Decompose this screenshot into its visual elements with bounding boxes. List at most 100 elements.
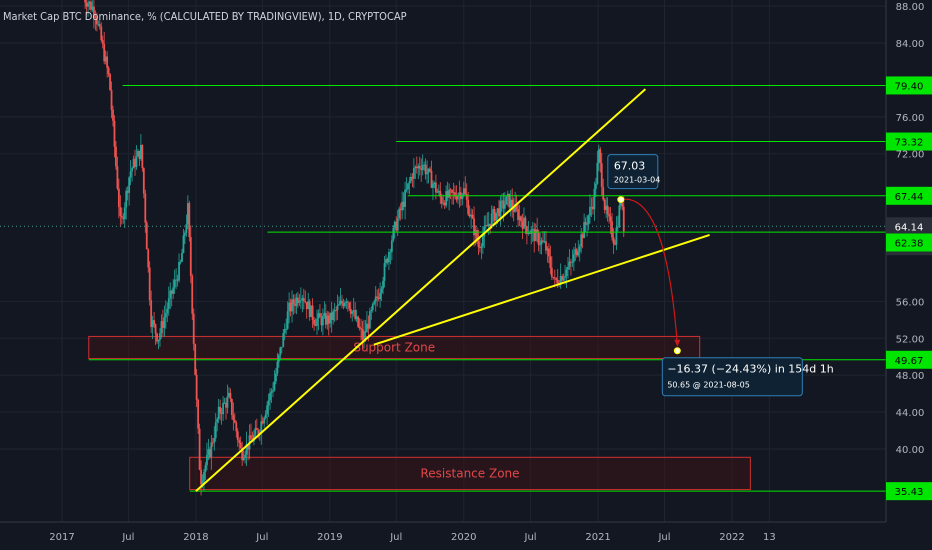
- candle: [270, 388, 273, 403]
- candle: [299, 287, 302, 309]
- candle-body: [367, 323, 370, 329]
- candle-body: [379, 292, 382, 300]
- candle: [238, 437, 241, 451]
- candle-body: [534, 229, 537, 241]
- candle: [399, 203, 402, 221]
- secondary-price-tag-text: 62.38: [895, 238, 924, 249]
- candle-body: [120, 215, 123, 218]
- candle-body: [426, 172, 428, 175]
- candle-body: [84, 0, 87, 3]
- projection-arrowhead: [674, 339, 681, 347]
- projection-arrow: [617, 196, 681, 355]
- candle-body: [479, 247, 481, 249]
- candle-body: [427, 168, 430, 173]
- candle-body: [434, 182, 437, 193]
- candle: [401, 191, 404, 220]
- candle-body: [556, 279, 559, 285]
- time-tick-label: 2021: [585, 532, 610, 543]
- candle: [145, 220, 148, 250]
- candle: [527, 220, 530, 236]
- price-tick-label: 52.00: [896, 334, 925, 345]
- zone-label: Support Zone: [353, 341, 435, 355]
- candle-body: [421, 165, 424, 170]
- candle-body: [489, 223, 492, 227]
- candle: [614, 239, 616, 246]
- candle-body: [505, 196, 508, 205]
- candle-body: [261, 421, 264, 424]
- candle: [241, 441, 244, 466]
- candle-body: [144, 193, 147, 223]
- candle: [388, 248, 390, 270]
- candle-body: [373, 301, 376, 304]
- candle-body: [145, 222, 148, 250]
- candle-body: [91, 6, 94, 10]
- candle: [141, 144, 144, 172]
- candle-body: [257, 429, 260, 435]
- candle: [379, 282, 382, 308]
- candle: [203, 469, 205, 491]
- candle-body: [402, 201, 405, 207]
- candle-body: [285, 328, 288, 330]
- candle: [602, 178, 605, 202]
- candle: [597, 144, 600, 172]
- level-price-tag: 35.43: [886, 482, 932, 501]
- candle-body: [211, 442, 214, 444]
- candle-body: [302, 298, 305, 302]
- candle-body: [219, 406, 222, 413]
- candle-body: [484, 225, 487, 227]
- candle: [533, 222, 536, 253]
- candle: [225, 397, 227, 420]
- candle-body: [401, 201, 404, 211]
- candle-body: [182, 235, 185, 253]
- candle-body: [593, 188, 596, 210]
- candle: [122, 213, 125, 224]
- candle: [222, 396, 224, 421]
- candle: [319, 304, 321, 318]
- candle-body: [235, 422, 238, 432]
- candle-body: [433, 182, 436, 184]
- candle: [128, 176, 131, 206]
- time-tick-label: 2020: [451, 532, 476, 543]
- candle: [323, 301, 326, 319]
- candle-body: [474, 230, 477, 236]
- candle: [329, 312, 332, 328]
- candle: [575, 247, 578, 258]
- candle-body: [335, 310, 337, 311]
- candle-body: [220, 412, 223, 415]
- candle: [589, 194, 591, 224]
- candle-body: [430, 170, 433, 188]
- candle: [236, 428, 239, 447]
- projection-label: −16.37 (−24.43%) in 154d 1h: [667, 363, 833, 376]
- candle-body: [528, 233, 531, 234]
- candle-body: [364, 331, 367, 333]
- candle: [371, 302, 374, 313]
- candle-body: [245, 444, 248, 455]
- candle: [166, 302, 169, 323]
- candle-body: [214, 422, 217, 438]
- candle: [458, 180, 461, 208]
- candle: [606, 197, 609, 222]
- candle-body: [621, 203, 624, 207]
- candle: [101, 35, 104, 49]
- candle: [233, 413, 236, 424]
- candle-body: [239, 442, 242, 448]
- candle-body: [283, 329, 286, 334]
- candle: [366, 311, 368, 333]
- candle: [555, 277, 558, 284]
- candle: [208, 446, 211, 460]
- candle: [568, 249, 571, 271]
- candle-body: [260, 421, 263, 433]
- candle-body: [159, 333, 161, 340]
- candle: [113, 115, 116, 158]
- zone-label: Resistance Zone: [421, 466, 520, 480]
- candle: [505, 196, 508, 205]
- candle-body: [170, 290, 173, 294]
- candle-body: [599, 149, 602, 164]
- candle-body: [612, 237, 615, 244]
- price-tick-label: 48.00: [896, 371, 925, 382]
- candle-body: [370, 309, 373, 312]
- candle-body: [371, 303, 374, 310]
- candle: [452, 182, 455, 205]
- candle: [358, 318, 361, 331]
